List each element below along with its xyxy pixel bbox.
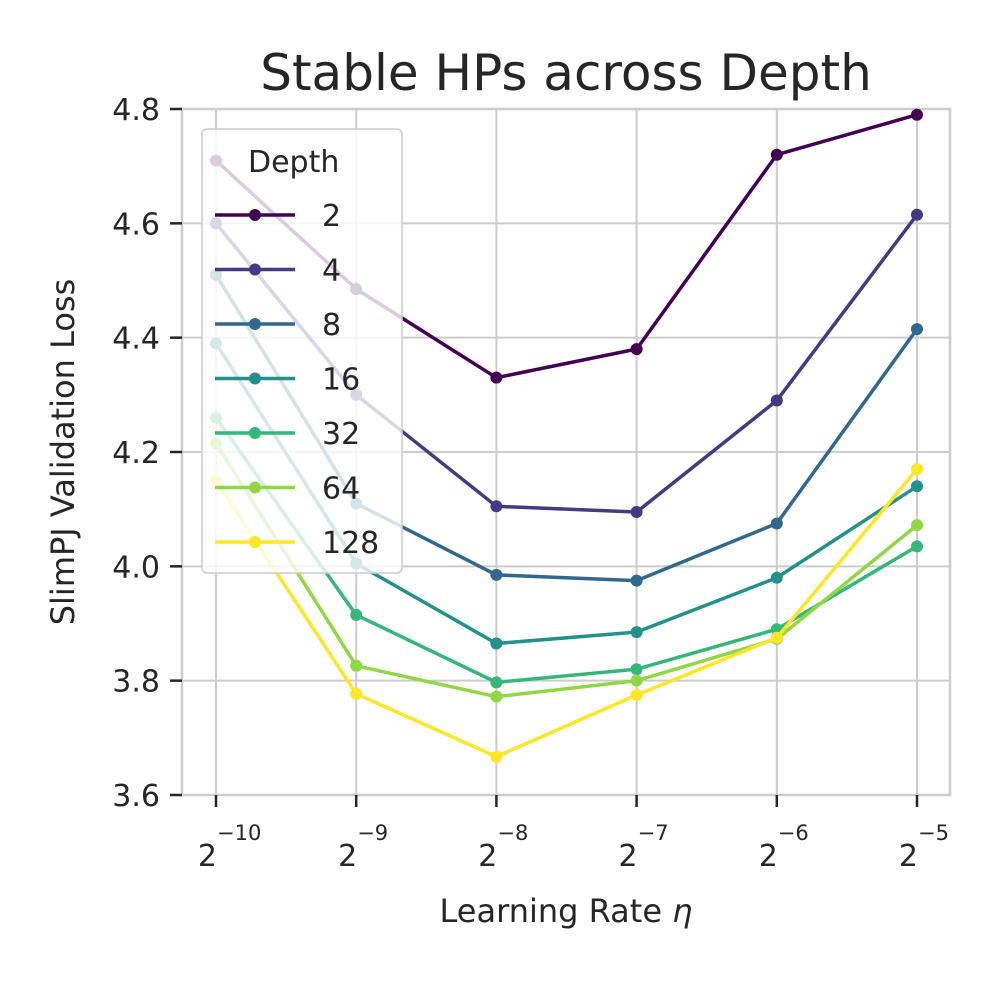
y-tick-label: 4.6: [112, 207, 160, 242]
legend-item-4: 4: [215, 254, 341, 289]
data-point: [350, 687, 363, 700]
x-tick-label-exponent: −9: [357, 821, 388, 845]
legend-item-64: 64: [215, 472, 360, 507]
x-tick-label-base: 2: [759, 839, 778, 874]
legend-label: 64: [322, 472, 360, 507]
axis-ticks: 2−102−92−82−72−62−53.63.84.04.24.44.64.8: [112, 93, 949, 874]
data-point: [770, 517, 783, 530]
legend-label: 2: [322, 199, 341, 234]
x-tick-label-exponent: −7: [638, 821, 669, 845]
data-point: [911, 519, 923, 532]
legend-marker: [249, 427, 261, 439]
data-point: [911, 108, 923, 121]
legend-item-16: 16: [215, 363, 360, 398]
legend-label: 32: [322, 417, 360, 452]
x-axis-label-symbol: η: [672, 892, 692, 930]
series-128: [210, 463, 923, 763]
data-point: [911, 323, 923, 336]
data-point: [630, 343, 643, 356]
data-point: [630, 674, 643, 687]
data-point: [630, 574, 643, 587]
chart-title: Stable HPs across Depth: [260, 44, 872, 102]
data-point: [490, 690, 503, 703]
data-point: [911, 480, 923, 493]
data-point: [911, 540, 923, 553]
legend-label: 8: [322, 308, 341, 343]
y-tick-label: 3.6: [112, 779, 160, 814]
x-tick-label-exponent: −6: [778, 821, 809, 845]
data-point: [490, 750, 503, 763]
x-tick-label-exponent: −10: [217, 821, 261, 845]
x-tick-label-exponent: −8: [497, 821, 528, 845]
y-tick-label: 3.8: [112, 665, 160, 700]
legend-marker: [249, 372, 261, 385]
x-tick-label-base: 2: [899, 839, 918, 874]
series-line-128: [214, 468, 919, 759]
data-point: [630, 506, 643, 519]
data-point: [630, 688, 643, 701]
legend-marker: [249, 318, 261, 330]
data-point: [630, 626, 643, 639]
data-point: [350, 659, 363, 672]
data-point: [630, 663, 643, 676]
data-point: [770, 571, 783, 584]
y-tick-label: 4.0: [112, 550, 160, 585]
legend-item-32: 32: [215, 417, 360, 452]
series-line-64: [214, 442, 919, 699]
x-tick-label-exponent: −5: [918, 821, 949, 845]
y-axis-label: SlimPJ Validation Loss: [44, 279, 82, 626]
y-tick-label: 4.4: [112, 322, 160, 357]
legend-label: 4: [322, 254, 341, 289]
data-point: [770, 148, 783, 161]
legend-title: Depth: [248, 145, 339, 180]
legend-item-8: 8: [215, 308, 341, 343]
legend-label: 16: [322, 363, 360, 398]
legend-label: 128: [322, 526, 379, 561]
legend-marker: [249, 209, 261, 221]
x-tick-label-base: 2: [619, 839, 638, 874]
data-point: [911, 208, 923, 221]
legend-item-2: 2: [215, 199, 341, 234]
data-point: [490, 568, 503, 581]
data-point: [911, 463, 923, 476]
x-axis-label-text: Learning Rate: [440, 892, 662, 930]
series-line-32: [214, 416, 918, 685]
y-tick-label: 4.2: [112, 436, 160, 471]
x-tick-label-base: 2: [478, 839, 497, 874]
data-point: [490, 500, 503, 513]
data-point: [490, 676, 503, 689]
x-tick-label-base: 2: [338, 839, 357, 874]
series-32: [210, 411, 923, 689]
legend-marker: [249, 481, 261, 494]
data-point: [770, 394, 783, 407]
legend-items: 2 4 8 16 32 64 128: [215, 199, 379, 561]
x-axis-label: Learning Rate η: [440, 892, 693, 930]
data-point: [770, 631, 783, 644]
data-point: [490, 371, 503, 384]
legend-marker: [249, 263, 261, 276]
data-point: [350, 608, 363, 621]
legend-box: [201, 128, 403, 574]
legend-marker: [249, 536, 261, 548]
legend-item-128: 128: [215, 526, 379, 561]
y-tick-label: 4.8: [112, 93, 160, 128]
x-tick-label-base: 2: [198, 839, 217, 874]
data-point: [490, 637, 503, 650]
legend: Depth 2 4 8 16 32 64 128: [201, 128, 403, 574]
